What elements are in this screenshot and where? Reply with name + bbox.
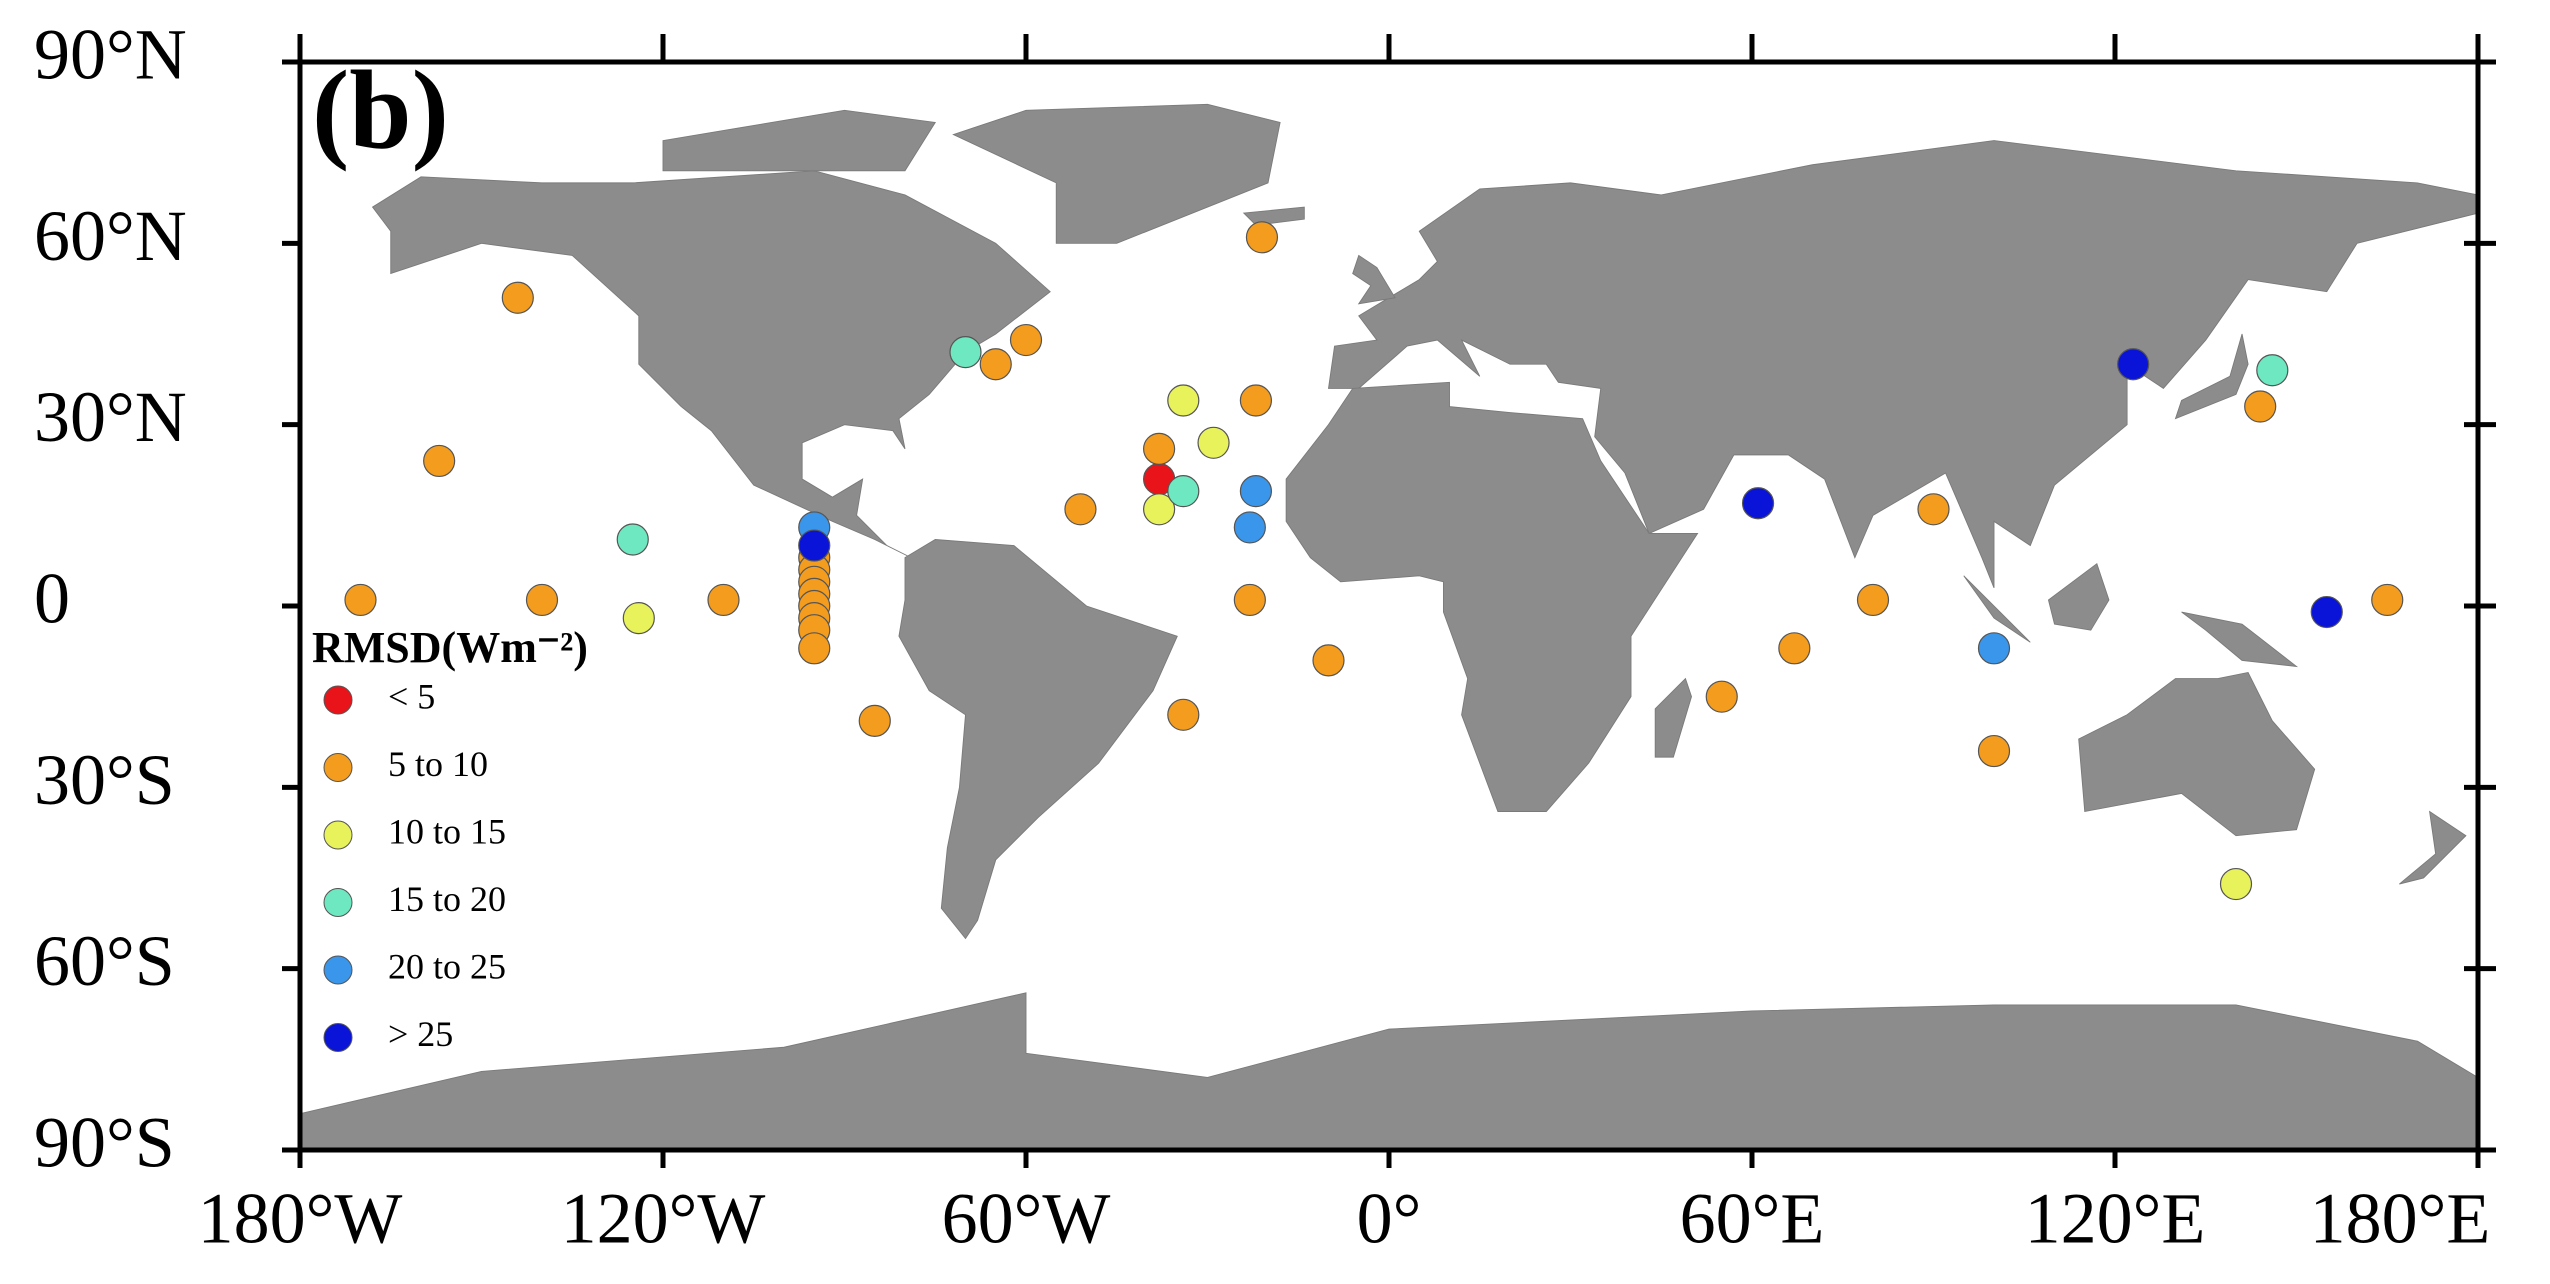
station-point	[798, 529, 831, 562]
station-point	[525, 583, 559, 617]
station-point	[2219, 867, 2253, 901]
legend-marker	[323, 955, 353, 985]
islands	[1242, 206, 2467, 885]
station-point	[1917, 493, 1950, 526]
y-tick-label: 0	[34, 559, 70, 639]
legend-marker	[323, 1023, 353, 1052]
x-tick-label: 120°E	[2025, 1179, 2206, 1259]
station-point	[1239, 475, 1273, 508]
station-point	[1741, 487, 1775, 520]
station-point	[1233, 583, 1266, 617]
station-point	[707, 583, 740, 617]
station-point	[1167, 698, 1200, 731]
station-point	[949, 336, 982, 369]
land-map	[300, 103, 2478, 1150]
station-point	[1142, 493, 1176, 526]
south-america	[898, 539, 1178, 940]
legend-title: RMSD(Wm⁻²)	[312, 623, 588, 672]
y-tick-label: 60°N	[34, 196, 187, 276]
x-tick-label: 60°E	[1680, 1179, 1825, 1259]
legend-marker	[323, 753, 353, 782]
station-point	[2117, 348, 2150, 381]
station-point	[1142, 432, 1176, 465]
station-point	[1197, 426, 1230, 459]
station-point	[1064, 493, 1097, 526]
station-point	[798, 632, 831, 665]
africa	[1285, 381, 1699, 812]
y-tick-label: 30°S	[34, 740, 175, 820]
legend-marker	[323, 888, 353, 917]
station-point	[858, 704, 891, 737]
station-point	[2256, 354, 2289, 387]
station-point	[1312, 644, 1345, 677]
station-point	[1856, 583, 1890, 617]
station-point	[1705, 680, 1738, 713]
arctic-islands	[662, 109, 937, 172]
station-point	[1778, 632, 1811, 665]
greenland	[952, 103, 1281, 244]
x-tick-label: 60°W	[942, 1179, 1111, 1259]
legend-label: 5 to 10	[388, 744, 488, 784]
station-point	[1977, 632, 2011, 665]
station-point	[344, 583, 377, 617]
legend-label: 10 to 15	[388, 811, 506, 851]
station-point	[616, 523, 649, 556]
panel-label: (b)	[312, 49, 449, 173]
x-tick-label: 180°W	[198, 1179, 403, 1259]
legend-marker	[323, 685, 353, 715]
station-point	[622, 601, 655, 635]
legend-marker	[323, 820, 353, 850]
station-point	[1167, 384, 1200, 417]
y-tick-label: 60°S	[34, 921, 175, 1001]
station-point	[979, 348, 1012, 381]
station-point	[2310, 595, 2343, 629]
station-point	[1977, 734, 2011, 768]
station-point	[1167, 475, 1200, 508]
station-point	[1009, 323, 1043, 357]
station-point	[1233, 511, 1266, 544]
x-tick-label: 0°	[1357, 1179, 1422, 1259]
station-point	[501, 281, 534, 314]
legend-label: > 25	[388, 1014, 453, 1054]
station-point	[1239, 384, 1273, 417]
x-tick-label: 180°E	[2310, 1179, 2491, 1259]
y-tick-label: 90°S	[34, 1103, 175, 1183]
legend-label: < 5	[388, 676, 435, 716]
station-point	[1245, 221, 1279, 254]
antarctica	[300, 992, 2478, 1150]
australia	[2078, 671, 2316, 837]
north-america	[371, 170, 1051, 559]
legend-label: 20 to 25	[388, 946, 506, 986]
x-tick-label: 120°W	[561, 1179, 766, 1259]
y-tick-label: 30°N	[34, 377, 187, 457]
y-tick-label: 90°N	[34, 15, 187, 95]
station-point	[2244, 390, 2277, 423]
station-point	[423, 444, 456, 478]
eurasia	[1327, 140, 2478, 589]
legend-label: 15 to 20	[388, 879, 506, 919]
station-point	[2371, 583, 2404, 617]
